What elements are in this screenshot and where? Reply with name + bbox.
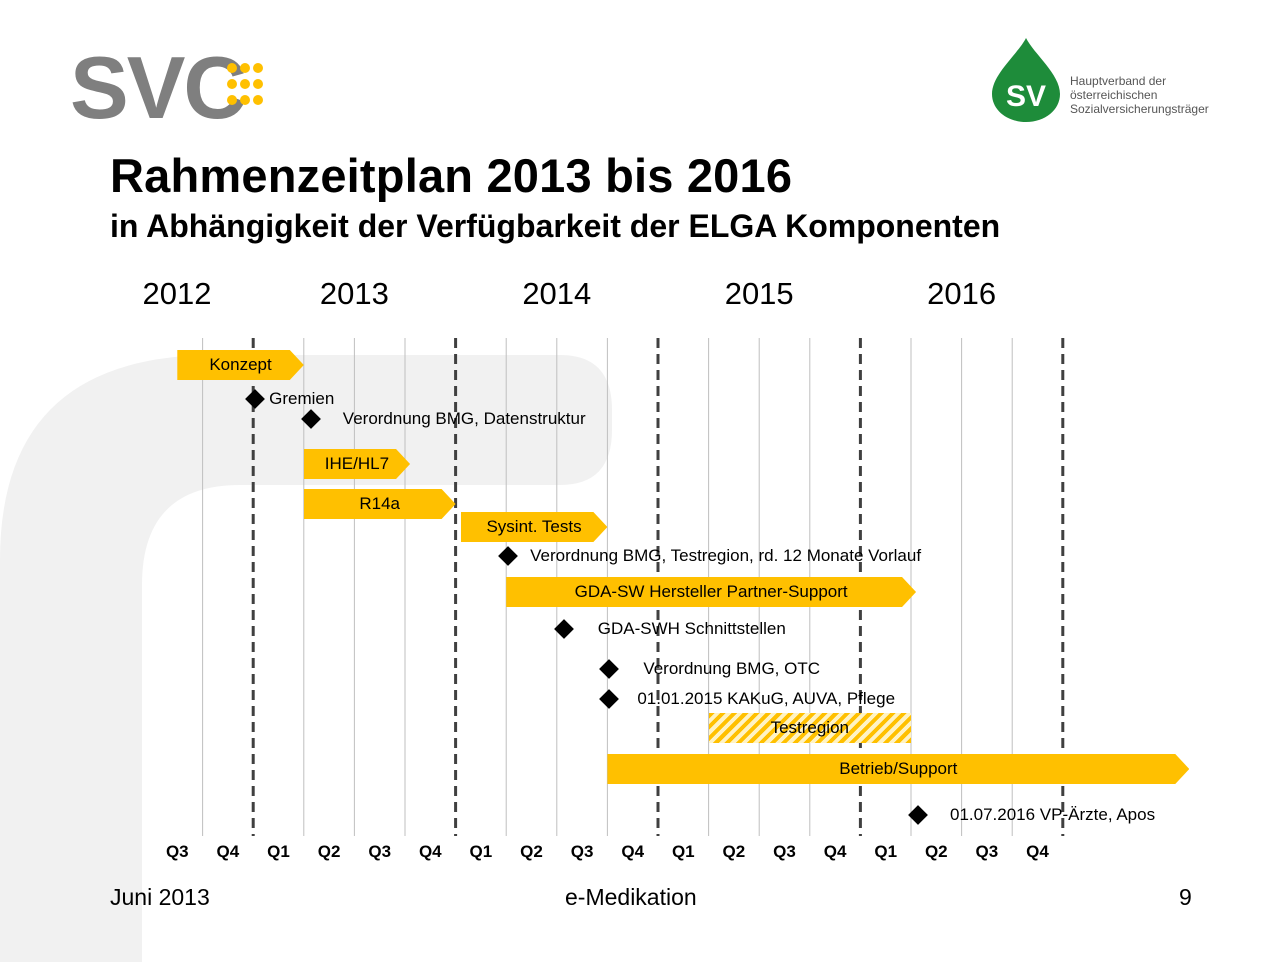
milestone-label: 01.07.2016 VP-Ärzte, Apos bbox=[950, 805, 1156, 824]
quarter-label: Q4 bbox=[418, 842, 442, 861]
sv-logo-line: Hauptverband der bbox=[1070, 74, 1167, 88]
quarter-label: Q3 bbox=[975, 842, 999, 861]
sv-drop-icon bbox=[992, 38, 1060, 122]
quarter-label: Q4 bbox=[216, 842, 240, 861]
svc-dots-icon bbox=[227, 63, 263, 105]
quarter-label: Q2 bbox=[722, 842, 746, 861]
milestone-label: Verordnung BMG, Testregion, rd. 12 Monat… bbox=[530, 546, 922, 565]
quarter-label: Q1 bbox=[874, 842, 898, 861]
timeline-bar: GDA-SW Hersteller Partner-Support bbox=[506, 577, 916, 607]
timeline-bar: Testregion bbox=[708, 713, 911, 743]
quarter-label: Q2 bbox=[317, 842, 341, 861]
year-label: 2016 bbox=[927, 276, 997, 311]
quarter-label: Q3 bbox=[773, 842, 796, 861]
year-label: 2012 bbox=[142, 276, 212, 311]
sv-logo-mark: SV bbox=[1006, 80, 1046, 113]
quarter-label: Q2 bbox=[924, 842, 948, 861]
timeline-bar: Betrieb/Support bbox=[607, 754, 1189, 784]
timeline-bar-label: Testregion bbox=[770, 718, 849, 737]
timeline-bar-label: R14a bbox=[359, 494, 401, 513]
quarter-label: Q3 bbox=[570, 842, 594, 861]
quarter-label: Q1 bbox=[267, 842, 290, 861]
timeline-bar-label: Konzept bbox=[209, 355, 272, 374]
year-label: 2015 bbox=[724, 276, 794, 311]
timeline-bar-label: IHE/HL7 bbox=[324, 454, 390, 473]
footer-date: Juni 2013 bbox=[110, 884, 210, 910]
sv-logo: SV bbox=[992, 38, 1060, 122]
milestone-label: Gremien bbox=[269, 389, 335, 408]
timeline-bar: Konzept bbox=[177, 350, 304, 380]
timeline-bar: Sysint. Tests bbox=[461, 512, 608, 542]
page-subtitle: in Abhängigkeit der Verfügbarkeit der EL… bbox=[110, 208, 1001, 244]
year-label: 2014 bbox=[522, 276, 592, 311]
sv-logo-line: Sozialversicherungsträger bbox=[1070, 102, 1209, 116]
page-number: 9 bbox=[1179, 884, 1192, 910]
milestone-label: Verordnung BMG, Datenstruktur bbox=[342, 409, 586, 428]
milestone-label: 01.01.2015 KAKuG, AUVA, Pflege bbox=[637, 689, 896, 708]
milestone-label: GDA-SWH Schnittstellen bbox=[597, 619, 786, 638]
timeline-bar-label: Betrieb/Support bbox=[839, 759, 958, 778]
quarter-label: Q3 bbox=[368, 842, 392, 861]
page-title: Rahmenzeitplan 2013 bis 2016 bbox=[110, 149, 793, 202]
timeline-bar-label: GDA-SW Hersteller Partner-Support bbox=[574, 582, 848, 601]
quarter-label: Q3 bbox=[165, 842, 189, 861]
quarter-label: Q4 bbox=[621, 842, 645, 861]
quarter-label: Q4 bbox=[823, 842, 847, 861]
sv-logo-line: österreichischen bbox=[1070, 88, 1158, 102]
timeline-bar-label: Sysint. Tests bbox=[486, 517, 582, 536]
quarter-label: Q2 bbox=[520, 842, 543, 861]
svc-logo-text: SVC bbox=[70, 45, 245, 125]
milestone-label: Verordnung BMG, OTC bbox=[643, 659, 821, 678]
quarter-label: Q1 bbox=[671, 842, 695, 861]
timeline-bar: R14a bbox=[304, 489, 456, 519]
sv-logo-text: Hauptverband der österreichischen Sozial… bbox=[1070, 74, 1209, 116]
footer-title: e-Medikation bbox=[565, 884, 697, 910]
svc-logo: SVC bbox=[70, 45, 263, 125]
timeline-bar: IHE/HL7 bbox=[304, 449, 410, 479]
quarter-label: Q1 bbox=[469, 842, 493, 861]
year-label: 2013 bbox=[319, 276, 389, 311]
quarter-label: Q4 bbox=[1026, 842, 1049, 861]
